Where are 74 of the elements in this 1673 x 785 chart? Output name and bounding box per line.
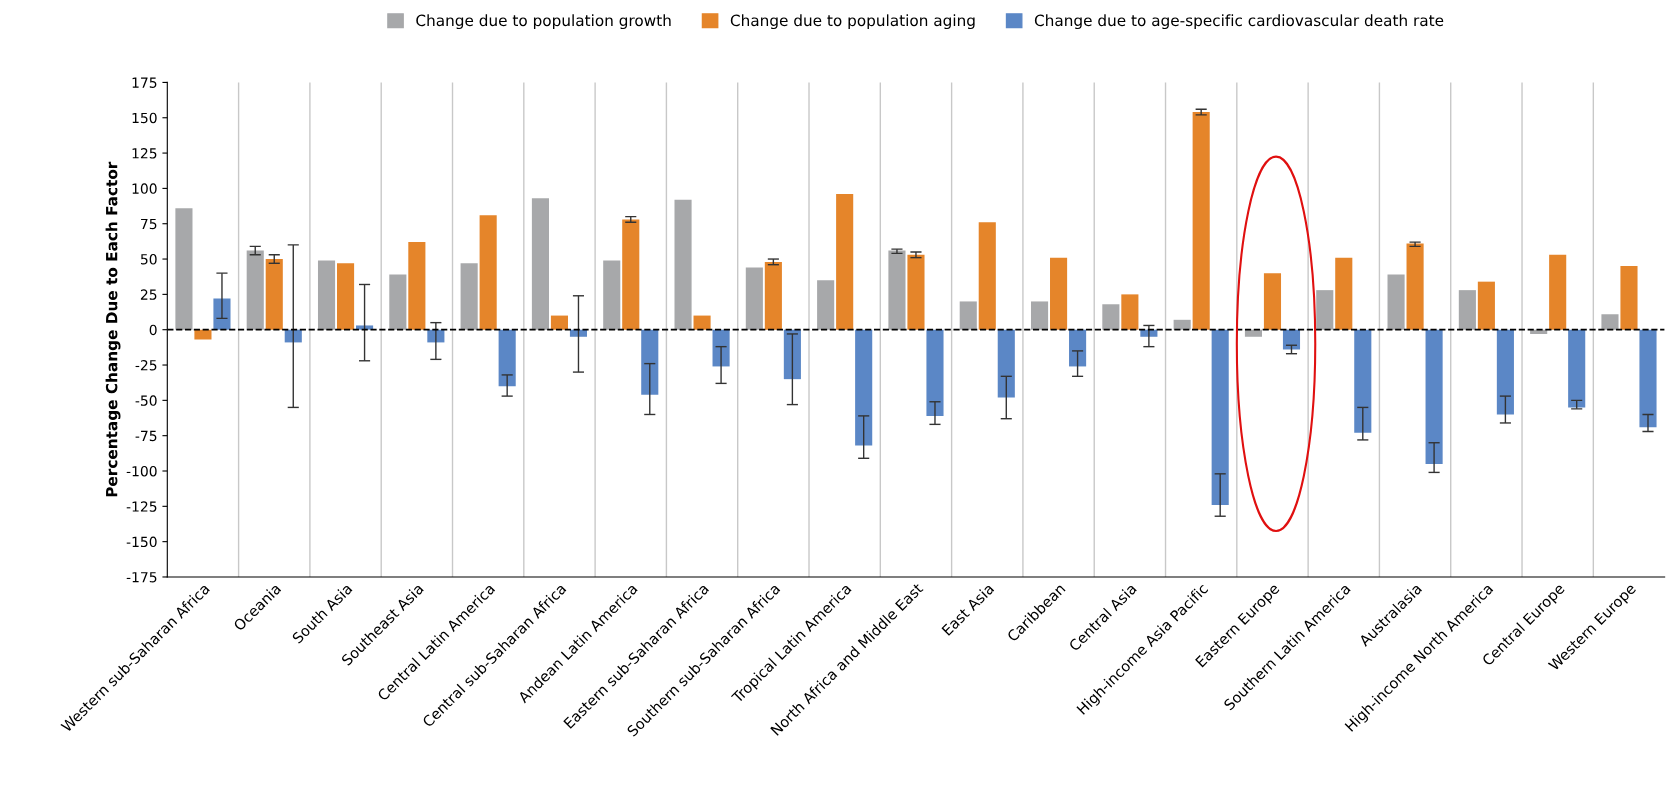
bar bbox=[745, 267, 763, 330]
y-tick-label: -25 bbox=[135, 359, 157, 371]
legend-label: Change due to population aging bbox=[730, 14, 975, 30]
y-tick-label: -100 bbox=[126, 465, 157, 477]
bar bbox=[479, 215, 497, 330]
bar bbox=[1639, 329, 1657, 428]
y-tick-label: 100 bbox=[132, 183, 157, 194]
bar bbox=[959, 301, 977, 330]
bar bbox=[1620, 266, 1638, 330]
bar bbox=[1263, 273, 1282, 330]
y-tick-label: 75 bbox=[141, 218, 157, 230]
bar bbox=[1173, 319, 1191, 330]
y-tick-label: -125 bbox=[126, 501, 157, 512]
bar bbox=[550, 315, 569, 330]
bar bbox=[408, 242, 426, 330]
legend-label: Change due to age-specific cardiovascular death rate bbox=[1034, 14, 1444, 30]
legend-label: Change due to population growth bbox=[416, 14, 671, 30]
bar bbox=[1102, 304, 1120, 330]
bar bbox=[1568, 329, 1586, 408]
bar bbox=[317, 260, 336, 330]
bar bbox=[194, 329, 212, 340]
y-tick-label: -50 bbox=[135, 395, 157, 406]
y-tick-label: 150 bbox=[132, 112, 157, 124]
bar bbox=[817, 280, 835, 330]
bar bbox=[978, 222, 996, 330]
bar bbox=[1477, 281, 1495, 330]
bar bbox=[783, 329, 801, 380]
bar bbox=[531, 198, 549, 330]
bar bbox=[1425, 329, 1443, 464]
bar bbox=[1050, 257, 1068, 330]
bar bbox=[1335, 257, 1353, 330]
bar bbox=[175, 208, 193, 330]
bar bbox=[1406, 243, 1424, 330]
bar bbox=[337, 263, 355, 330]
bar bbox=[641, 329, 659, 395]
bar bbox=[1211, 329, 1229, 505]
bar bbox=[693, 315, 711, 330]
bar bbox=[926, 329, 944, 416]
y-axis-title: Percentage Change Due to Each Factor bbox=[105, 161, 121, 497]
y-tick-label: -150 bbox=[126, 536, 157, 548]
bar bbox=[855, 329, 873, 446]
bar bbox=[622, 219, 640, 330]
y-tick-label: 125 bbox=[132, 148, 157, 159]
bar bbox=[1458, 290, 1476, 330]
y-tick-label: 175 bbox=[132, 77, 157, 88]
bar bbox=[498, 329, 516, 387]
bar bbox=[1316, 290, 1334, 330]
bar bbox=[460, 263, 478, 330]
bar bbox=[907, 254, 925, 330]
y-tick-label: 50 bbox=[140, 254, 157, 265]
bar bbox=[389, 274, 407, 330]
bar bbox=[1069, 329, 1087, 367]
bar bbox=[1192, 112, 1210, 330]
bar bbox=[1121, 294, 1139, 330]
y-tick-label: 25 bbox=[140, 289, 157, 300]
bar bbox=[1496, 329, 1514, 415]
bar bbox=[1549, 254, 1567, 330]
bar bbox=[1282, 329, 1301, 350]
bar bbox=[1354, 329, 1372, 433]
bar bbox=[246, 250, 264, 330]
bar bbox=[888, 250, 906, 330]
bar bbox=[1031, 301, 1049, 330]
bar bbox=[1601, 314, 1619, 330]
y-tick-label: 0 bbox=[149, 324, 157, 336]
bar bbox=[603, 260, 621, 330]
y-tick-label: -175 bbox=[126, 572, 157, 583]
bar bbox=[764, 261, 782, 330]
bar bbox=[265, 259, 283, 330]
bar bbox=[836, 194, 854, 330]
bar bbox=[997, 329, 1015, 398]
y-tick-label: -75 bbox=[135, 430, 157, 442]
bar bbox=[1387, 274, 1405, 330]
bar bbox=[712, 329, 730, 367]
bar bbox=[674, 199, 692, 330]
